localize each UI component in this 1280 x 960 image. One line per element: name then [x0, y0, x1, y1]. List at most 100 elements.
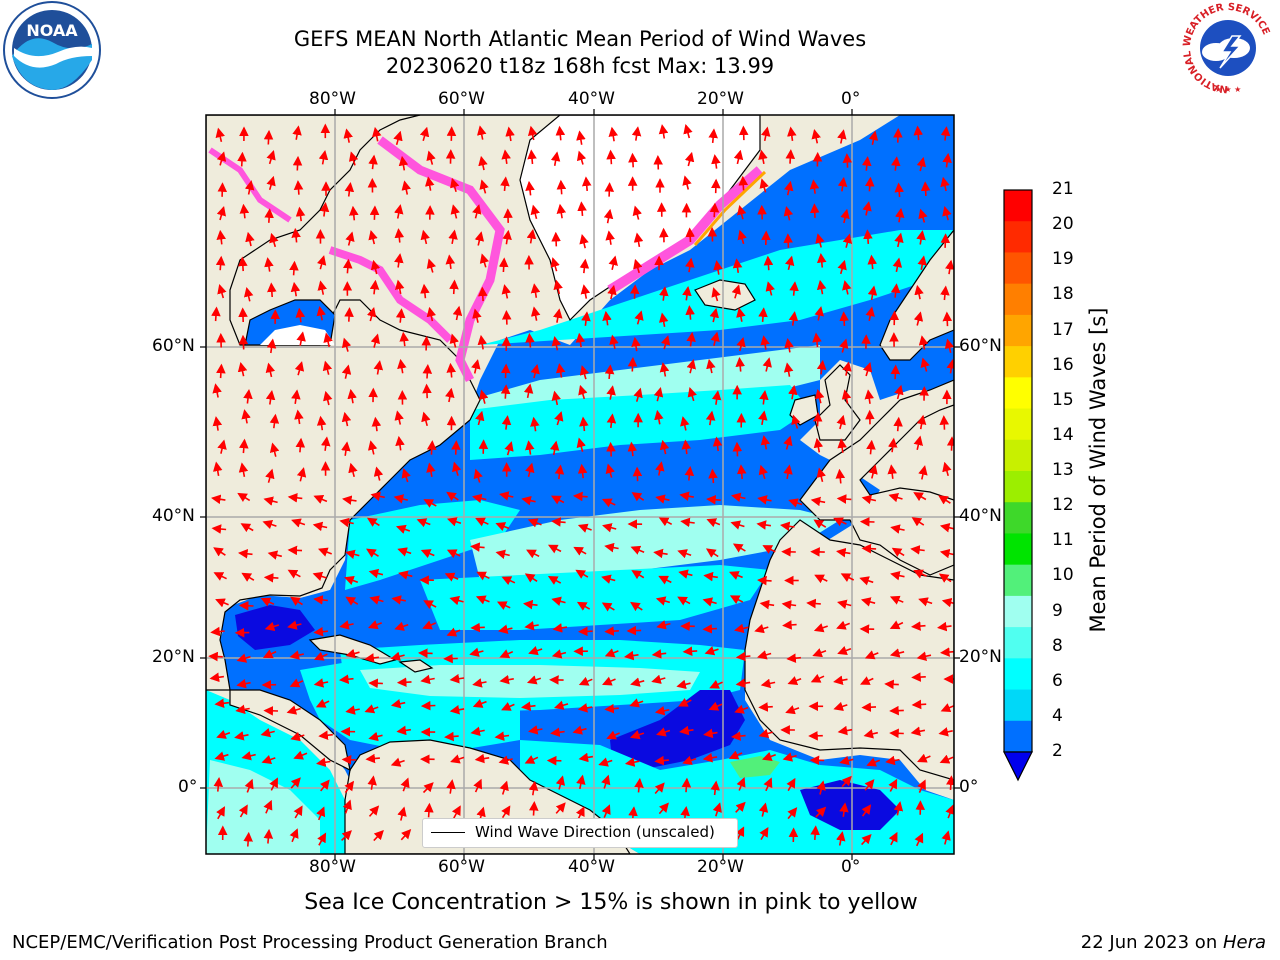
wave-direction-arrow	[706, 494, 721, 505]
wave-direction-arrow	[238, 256, 248, 272]
wave-direction-arrow	[345, 648, 360, 659]
wave-direction-arrow	[655, 461, 665, 476]
wave-direction-arrow	[735, 678, 751, 688]
wave-direction-arrow	[501, 576, 516, 586]
wave-direction-arrow	[678, 569, 693, 579]
wave-direction-arrow	[213, 547, 226, 557]
wave-direction-arrow	[422, 383, 432, 399]
wave-direction-arrow	[890, 364, 901, 380]
wave-direction-arrow	[499, 649, 514, 659]
central-america	[229, 689, 351, 772]
wave-direction-arrow	[756, 520, 772, 530]
wave-direction-arrow	[449, 279, 459, 295]
wave-direction-arrow	[313, 678, 329, 688]
wind-wave-arrows	[208, 123, 954, 847]
wave-direction-arrow	[446, 362, 457, 378]
wave-direction-arrow	[313, 626, 328, 637]
wave-direction-arrow	[444, 572, 459, 582]
wave-direction-arrow	[813, 623, 828, 633]
wave-direction-arrow	[240, 523, 254, 533]
wave-direction-arrow	[295, 437, 306, 453]
wave-direction-arrow	[602, 310, 612, 326]
wave-direction-arrow	[289, 678, 304, 688]
wave-direction-arrow	[783, 362, 794, 377]
wave-direction-arrow	[547, 544, 562, 554]
wave-direction-arrow	[609, 334, 619, 350]
band-light-subtropic	[470, 505, 840, 580]
wave-direction-arrow	[342, 799, 352, 814]
wave-direction-arrow	[916, 651, 932, 661]
wave-direction-arrow	[394, 204, 404, 219]
wave-direction-arrow	[260, 727, 275, 738]
wave-direction-arrow	[528, 646, 543, 656]
wave-direction-arrow	[736, 307, 746, 322]
wave-direction-arrow	[761, 751, 776, 761]
lat-label-left-60n: 60°N	[152, 336, 195, 356]
wave-direction-arrow	[684, 466, 695, 481]
wave-direction-arrow	[501, 149, 511, 165]
wave-direction-arrow	[940, 285, 950, 301]
wave-direction-arrow	[576, 601, 591, 611]
wave-direction-arrow	[215, 598, 229, 608]
wave-direction-arrow	[736, 464, 747, 479]
greenland	[519, 115, 761, 322]
wave-direction-arrow	[238, 549, 253, 559]
wave-direction-arrow	[495, 522, 510, 532]
wave-direction-arrow	[501, 310, 512, 325]
wave-direction-arrow	[758, 702, 773, 712]
wave-direction-arrow	[424, 802, 434, 818]
wave-direction-arrow	[450, 204, 460, 219]
colorbar-tick-label: 16	[1052, 354, 1074, 375]
wave-direction-arrow	[654, 782, 665, 795]
wave-direction-arrow	[578, 752, 594, 763]
wave-direction-arrow	[501, 415, 512, 430]
wave-direction-arrow	[941, 830, 951, 845]
wave-direction-arrow	[264, 621, 280, 632]
wave-direction-arrow	[918, 465, 928, 480]
wave-direction-arrow	[703, 571, 718, 582]
wave-direction-arrow	[322, 360, 333, 375]
lon-label-bottom-40w: 40°W	[568, 857, 615, 877]
wave-direction-arrow	[833, 517, 847, 527]
wave-direction-arrow	[341, 364, 352, 379]
wave-direction-arrow	[837, 599, 852, 609]
wave-direction-arrow	[550, 727, 565, 738]
wave-direction-arrow	[710, 780, 720, 796]
wave-direction-arrow	[396, 725, 412, 736]
wave-direction-arrow	[810, 496, 826, 507]
colorbar-tick-label: 15	[1052, 389, 1074, 410]
wave-direction-arrow	[505, 126, 515, 142]
wave-direction-arrow	[214, 751, 229, 761]
wave-direction-arrow	[291, 389, 301, 405]
wave-direction-arrow	[369, 595, 384, 605]
wave-direction-arrow	[627, 356, 638, 372]
wave-direction-arrow	[525, 462, 535, 478]
wave-direction-arrow	[320, 436, 331, 451]
wave-direction-arrow	[474, 753, 490, 764]
wave-direction-arrow	[342, 495, 357, 505]
wave-direction-arrow	[312, 571, 327, 581]
lon-label-top-80w: 80°W	[309, 89, 356, 109]
wave-direction-arrow	[264, 257, 274, 272]
wave-direction-arrow	[526, 229, 537, 244]
wave-direction-arrow	[451, 440, 461, 455]
wave-direction-arrow	[682, 646, 698, 657]
wave-direction-arrow	[624, 757, 640, 767]
lon-label-bottom-20w: 20°W	[697, 857, 744, 877]
wave-direction-arrow	[472, 204, 482, 219]
wave-direction-arrow	[295, 206, 306, 222]
wave-direction-arrow	[243, 831, 253, 847]
wave-direction-arrow	[839, 755, 854, 766]
wave-direction-arrow	[653, 548, 668, 559]
wave-direction-arrow	[884, 679, 899, 690]
wave-direction-arrow	[942, 311, 953, 327]
colorbar-tick-label: 18	[1052, 284, 1074, 305]
wave-direction-arrow	[811, 129, 821, 144]
wave-direction-arrow	[631, 126, 642, 141]
wave-direction-arrow	[423, 600, 437, 609]
colorbar-tick-label: 10	[1052, 565, 1074, 586]
wave-direction-arrow	[289, 260, 299, 276]
wave-direction-arrow	[837, 129, 847, 144]
wave-direction-arrow	[341, 830, 352, 841]
wave-direction-arrow	[841, 775, 852, 788]
